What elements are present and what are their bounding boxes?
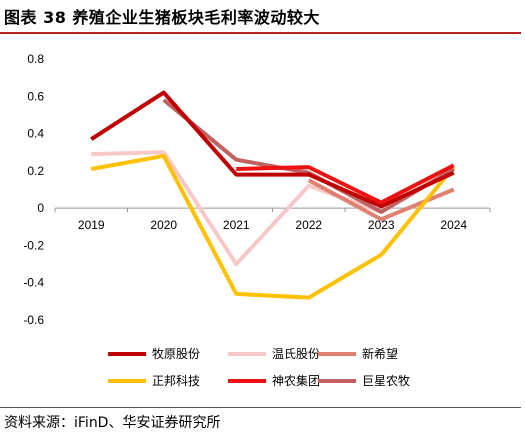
series-line: [162, 98, 455, 214]
series-line: [90, 90, 455, 209]
x-tick-label: 2021: [223, 218, 250, 232]
series-line: [90, 153, 456, 300]
title-divider: [0, 32, 521, 34]
legend-label: 巨星农牧: [362, 374, 410, 388]
x-tick-label: 2020: [150, 218, 177, 232]
legend-label: 正邦科技: [152, 374, 200, 388]
x-tick-label: 2022: [295, 218, 322, 232]
source-divider: [0, 407, 521, 408]
x-tick-label: 2024: [440, 218, 467, 232]
source-note: 资料来源：iFinD、华安证券研究所: [4, 415, 221, 431]
line-chart: 0.8 0.6 0.4 0.2 0 -0.2 -0.4 -0.6 2019 2020 2021 202…: [23, 52, 491, 388]
y-tick-label: -0.4: [23, 276, 44, 290]
series-line: [236, 163, 455, 205]
y-tick-label: 0.8: [27, 52, 44, 66]
legend-label: 神农集团: [272, 373, 320, 388]
y-tick-label: -0.2: [23, 238, 44, 252]
x-tick-label: 2023: [368, 218, 395, 232]
y-tick-label: 0.2: [27, 164, 44, 178]
y-tick-label: 0.4: [27, 127, 44, 141]
x-tick-label: 2019: [78, 218, 105, 232]
legend-label: 牧原股份: [152, 347, 200, 361]
chart-title: 图表 38 养殖企业生猪板块毛利率波动较大: [4, 8, 320, 27]
y-tick-label: 0.6: [27, 89, 44, 103]
legend-label: 新希望: [362, 346, 398, 361]
y-tick-label: -0.6: [23, 313, 44, 327]
y-tick-label: 0: [37, 201, 44, 215]
legend-label: 温氏股份: [272, 347, 320, 361]
